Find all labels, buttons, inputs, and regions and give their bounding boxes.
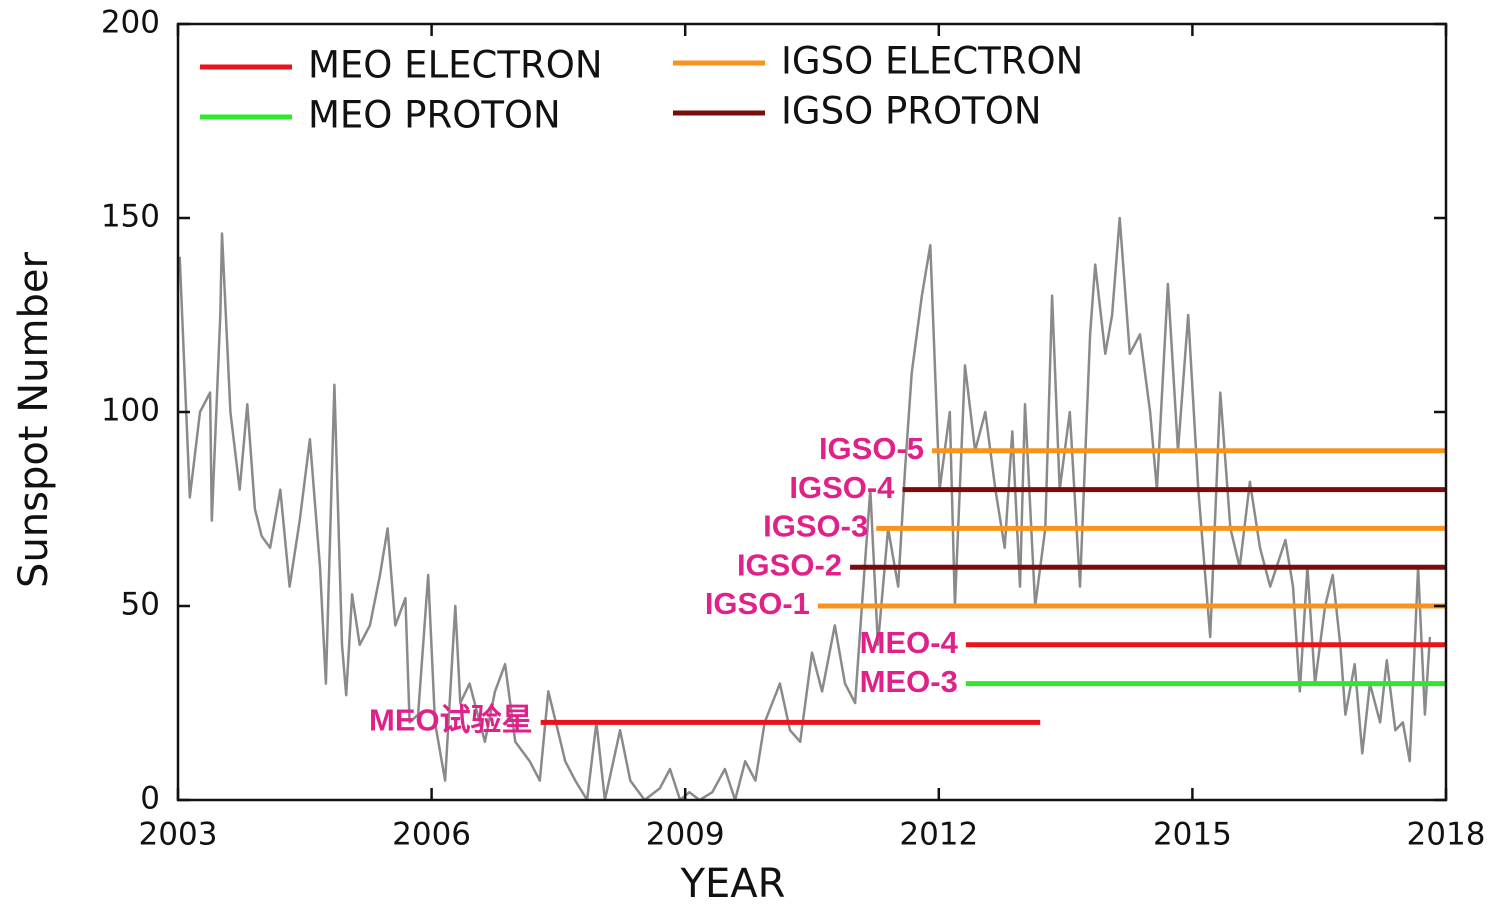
y-tick-label: 150 [101, 199, 160, 235]
x-axis-label: YEAR [680, 861, 786, 907]
mission-label: IGSO-2 [737, 547, 842, 582]
x-tick-label: 2006 [392, 817, 471, 853]
mission-label: IGSO-5 [819, 431, 924, 466]
x-tick-label: 2012 [899, 817, 978, 853]
legend-label: IGSO ELECTRON [781, 40, 1083, 83]
y-tick-label: 100 [101, 393, 160, 429]
mission-label: IGSO-3 [763, 509, 868, 544]
mission-label: IGSO-1 [705, 586, 810, 621]
y-axis-label: Sunspot Number [11, 252, 57, 588]
x-tick-label: 2015 [1153, 817, 1232, 853]
x-tick-label: 2009 [646, 817, 725, 853]
x-tick-label: 2003 [139, 817, 218, 853]
legend-label: MEO PROTON [308, 94, 561, 137]
mission-label: MEO-4 [860, 625, 959, 660]
x-tick-label: 2018 [1407, 817, 1486, 853]
legend-label: MEO ELECTRON [308, 44, 603, 87]
y-tick-label: 200 [101, 5, 160, 41]
mission-label: MEO试验星 [369, 703, 533, 738]
y-tick-label: 0 [140, 781, 160, 817]
sunspot-line [178, 216, 1432, 802]
legend-label: IGSO PROTON [781, 90, 1042, 133]
mission-label: IGSO-4 [789, 470, 895, 505]
mission-label: MEO-3 [860, 664, 958, 699]
y-tick-label: 50 [121, 587, 160, 623]
